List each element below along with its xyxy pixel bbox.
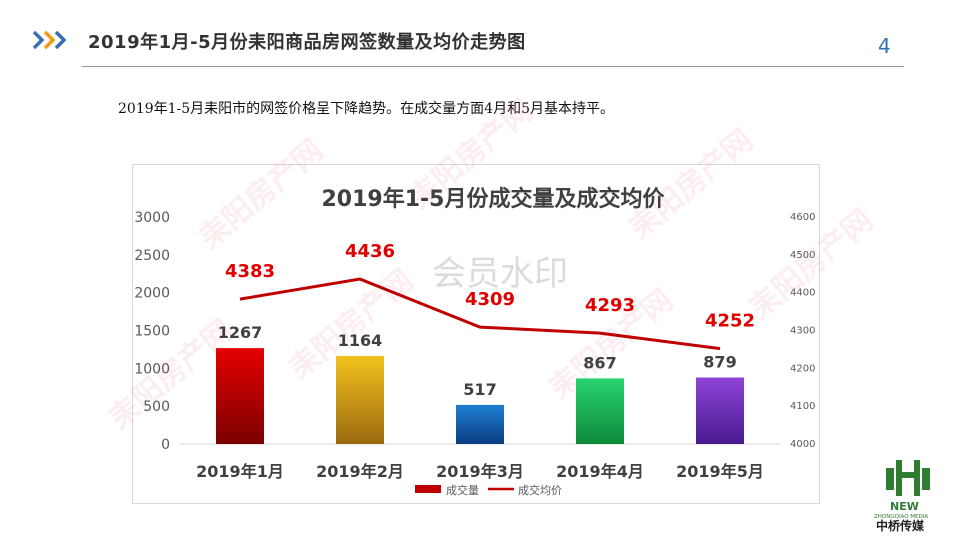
x-category-label: 2019年5月 [676, 462, 764, 481]
bar-value-label: 867 [583, 353, 616, 372]
right-axis-tick-label: 4100 [790, 401, 815, 412]
legend-line-label: 成交均价 [518, 483, 562, 497]
x-category-label: 2019年4月 [556, 462, 644, 481]
price-line [239, 277, 721, 351]
price-value-label: 4383 [225, 261, 275, 282]
price-value-label: 4293 [585, 295, 635, 316]
bar-1 [216, 348, 264, 444]
page-number: 4 [878, 34, 891, 58]
brand-watermark: 耒阳房产网 [623, 123, 760, 246]
bar-4 [576, 378, 624, 444]
right-axis-tick-label: 4300 [790, 326, 815, 337]
summary-text: 2019年1-5月耒阳市的网签价格呈下降趋势。在成交量方面4月和5月基本持平。 [118, 101, 614, 117]
bar-value-label: 1267 [218, 323, 263, 342]
left-axis-tick-label: 1500 [134, 324, 170, 340]
left-axis-tick-label: 2500 [134, 248, 170, 264]
price-value-label: 4309 [465, 289, 515, 310]
logo-en-sub: ZHONGQIAO MEDIA [874, 514, 928, 520]
bar-2 [336, 355, 384, 444]
bar-5 [696, 377, 744, 444]
legend-bar-label: 成交量 [446, 483, 479, 497]
chevron-right-icon [43, 30, 56, 50]
price-value-label: 4436 [345, 241, 395, 262]
chevron-right-icon [32, 30, 45, 50]
right-axis-tick-label: 4400 [790, 288, 815, 299]
bar-value-label: 879 [703, 352, 736, 371]
left-axis-tick-label: 3000 [134, 210, 170, 226]
right-axis-tick-label: 4000 [790, 439, 815, 450]
zhongqiao-media-logo: NEW ZHONGQIAO MEDIA 中桥传媒 [874, 460, 930, 532]
header-divider [82, 66, 904, 67]
x-category-label: 2019年2月 [316, 462, 404, 481]
x-category-label: 2019年3月 [436, 462, 524, 481]
slide-title: 2019年1月-5月份耒阳商品房网签数量及均价走势图 [88, 32, 526, 53]
right-axis-tick-label: 4600 [790, 212, 815, 223]
chart-title: 2019年1-5月份成交量及成交均价 [322, 186, 666, 212]
right-axis-tick-label: 4200 [790, 363, 815, 374]
center-watermark: 会员水印 [432, 254, 568, 294]
left-axis-tick-label: 500 [143, 399, 170, 415]
brand-watermark: 耒阳房产网 [193, 133, 330, 256]
left-axis-tick-label: 2000 [134, 286, 170, 302]
legend-bar-swatch [415, 485, 441, 493]
chart-frame [132, 164, 820, 504]
logo-en: NEW [890, 500, 919, 513]
logo-cn: 中桥传媒 [876, 518, 925, 532]
bar-3 [456, 404, 504, 444]
price-value-label: 4252 [705, 311, 755, 332]
right-axis-tick-label: 4500 [790, 250, 815, 261]
bar-value-label: 1164 [338, 331, 383, 350]
slide-header: 2019年1月-5月份耒阳商品房网签数量及均价走势图 4 [0, 0, 960, 70]
chevron-right-icon [54, 30, 67, 50]
chevrons-icon [32, 30, 67, 50]
x-category-label: 2019年1月 [196, 462, 284, 481]
left-axis-tick-label: 1000 [134, 361, 170, 377]
left-axis-tick-label: 0 [161, 437, 170, 453]
bar-value-label: 517 [463, 380, 496, 399]
